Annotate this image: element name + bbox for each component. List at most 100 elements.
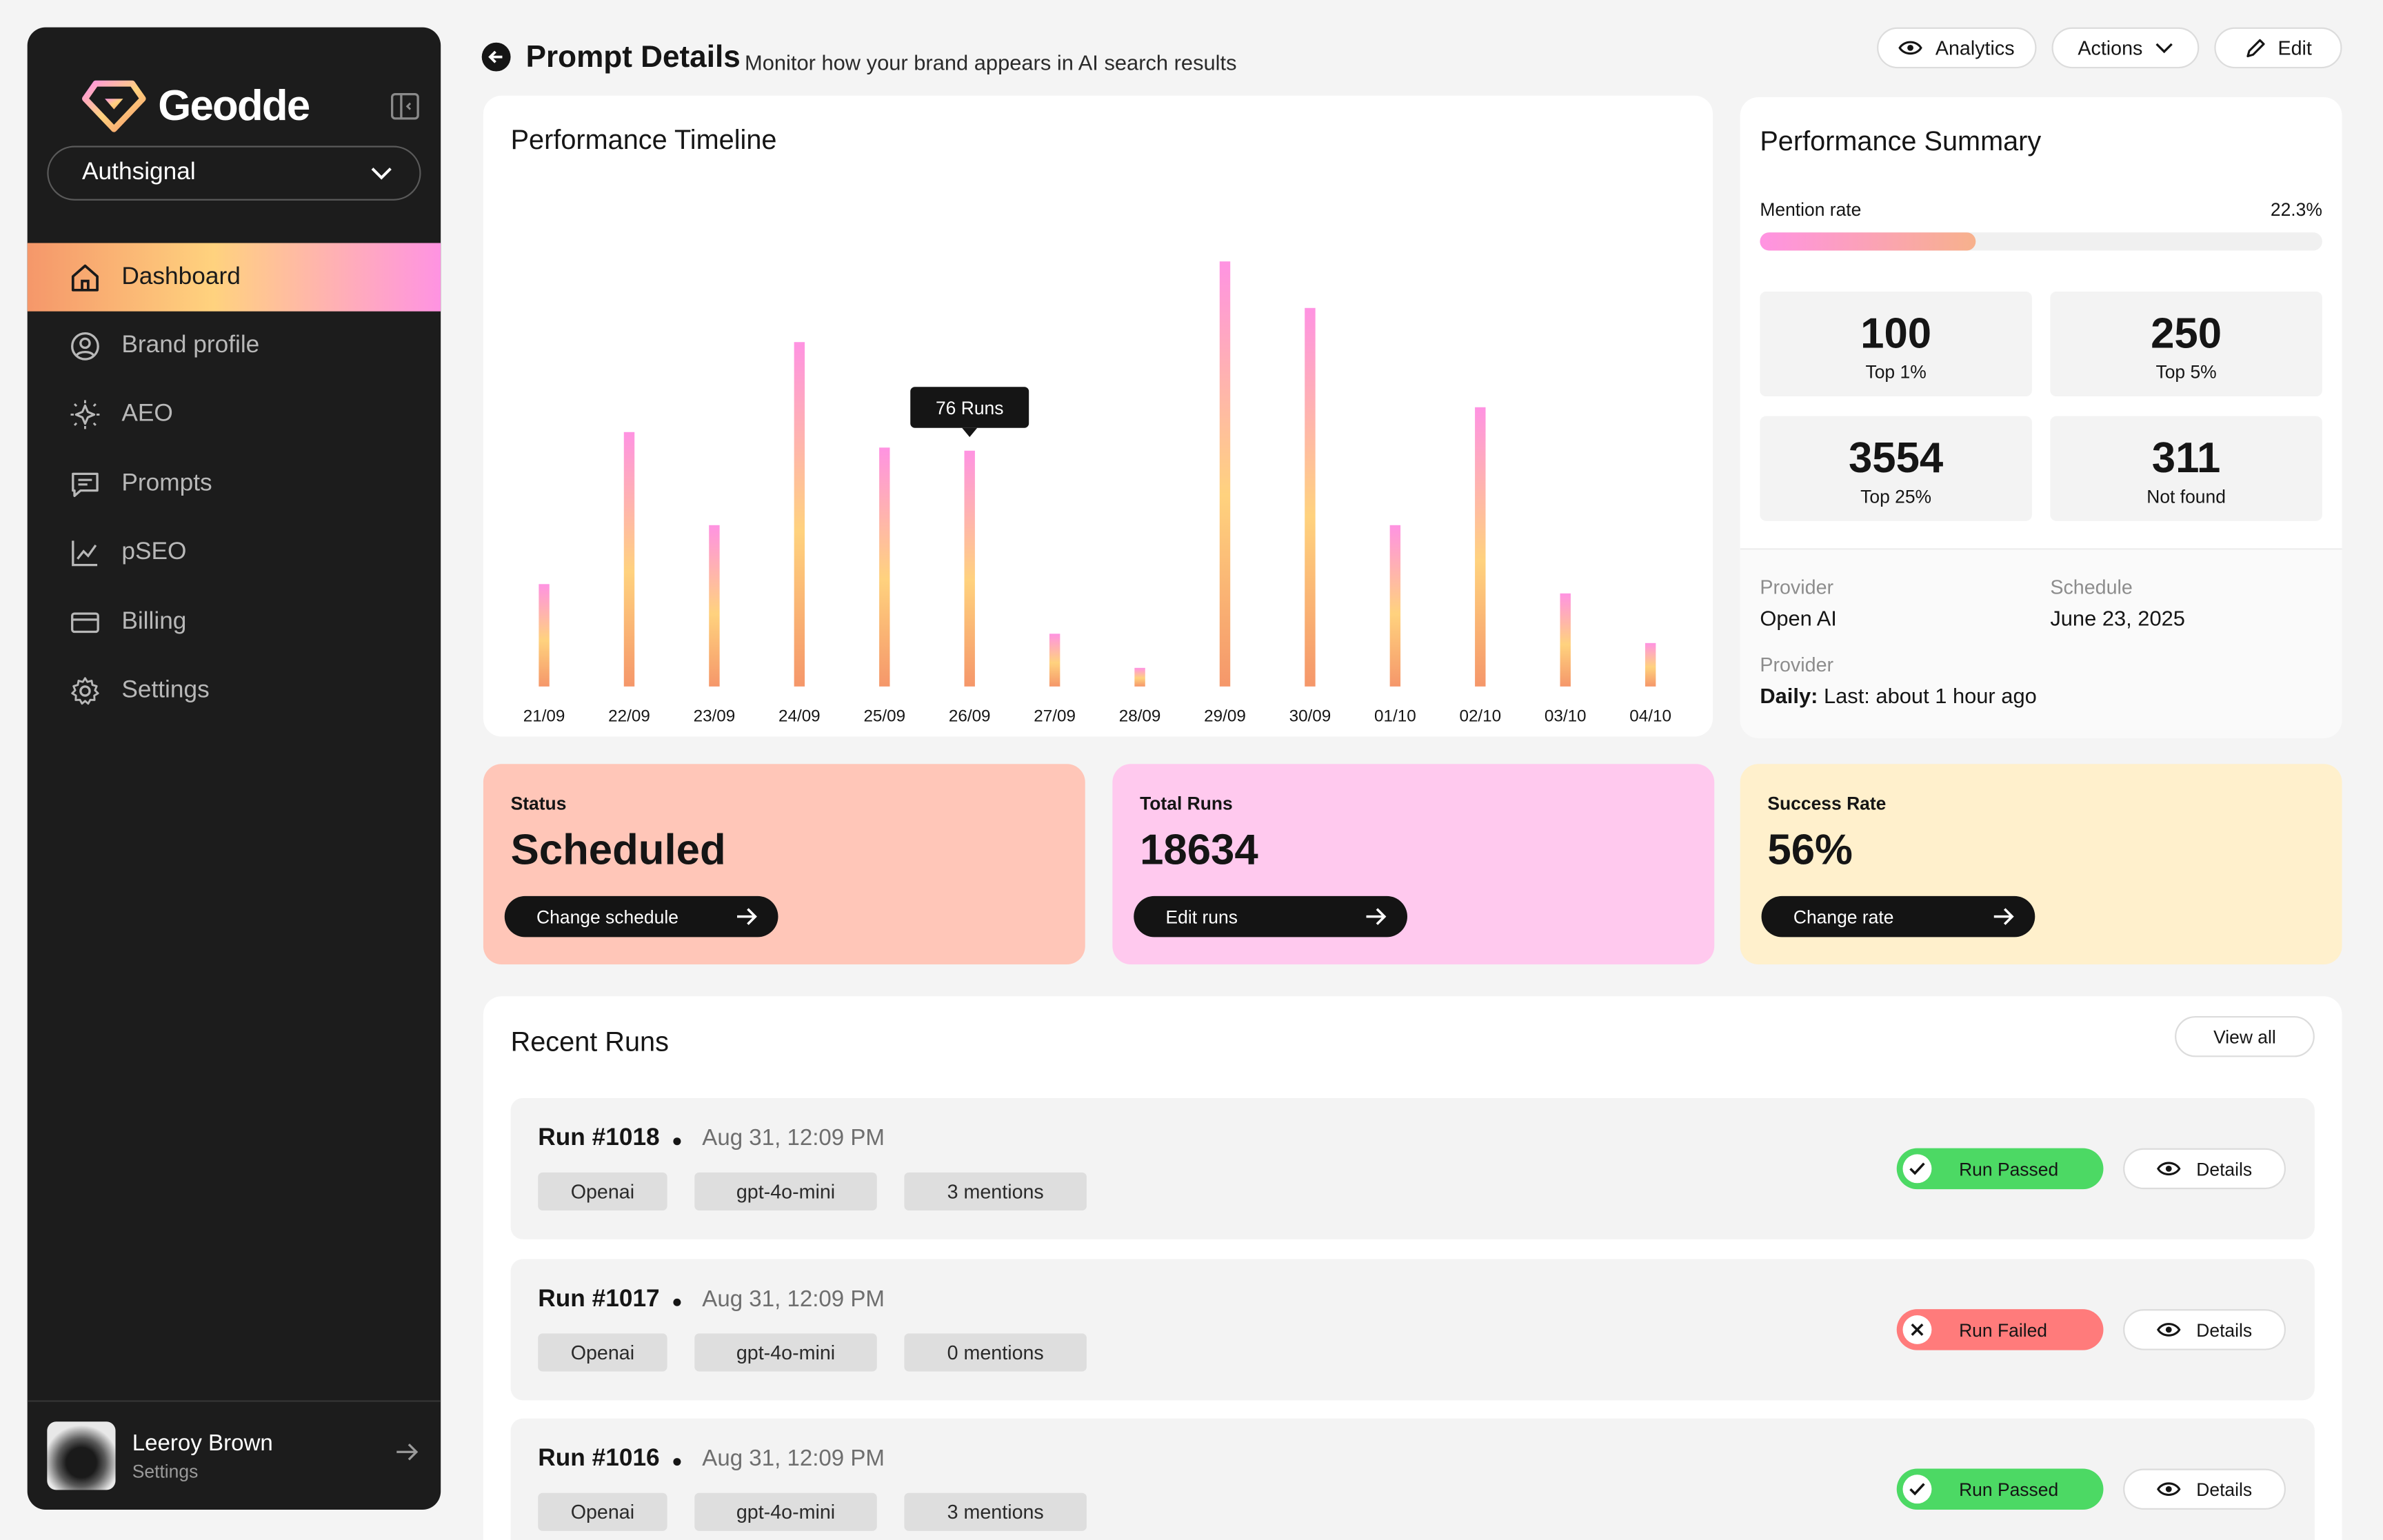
analytics-button[interactable]: Analytics bbox=[1877, 27, 2037, 69]
chart-bar-30-09[interactable] bbox=[1305, 307, 1316, 687]
mention-rate-bar bbox=[1760, 232, 2322, 251]
recent-runs-card: Recent Runs View all Run #1018 Aug 31, 1… bbox=[483, 996, 2342, 1540]
x-tick-label: 23/09 bbox=[694, 707, 736, 726]
sidebar-collapse-icon[interactable] bbox=[390, 92, 419, 120]
x-tick-label: 22/09 bbox=[608, 707, 650, 726]
sidebar-item-brand-profile[interactable]: Brand profile bbox=[28, 312, 441, 381]
chart-line-icon bbox=[72, 540, 98, 567]
user-profile[interactable]: Leeroy Brown Settings bbox=[27, 1400, 441, 1510]
x-tick-label: 04/10 bbox=[1629, 707, 1671, 726]
brand-select-value: Authsignal bbox=[82, 159, 196, 185]
chart-bar-24-09[interactable] bbox=[794, 342, 805, 687]
eye-icon bbox=[1899, 41, 1923, 55]
x-tick-label: 03/10 bbox=[1545, 707, 1587, 726]
chart-bar-29-09[interactable] bbox=[1219, 261, 1231, 687]
actions-button[interactable]: Actions bbox=[2051, 27, 2200, 69]
provider2-label: Provider bbox=[1760, 653, 1834, 676]
provider-tag: Openai bbox=[538, 1492, 667, 1531]
stat-label: Top 1% bbox=[1865, 361, 1927, 383]
change-schedule-button[interactable]: Change schedule bbox=[504, 895, 778, 938]
sidebar-item-prompts[interactable]: Prompts bbox=[28, 450, 441, 519]
chevron-down-icon bbox=[371, 167, 392, 179]
chart-bar-25-09[interactable] bbox=[879, 447, 890, 687]
sidebar-item-label: Brand profile bbox=[121, 332, 260, 359]
details-button[interactable]: Details bbox=[2123, 1148, 2286, 1190]
details-label: Details bbox=[2196, 1478, 2253, 1500]
status-badge: Run Passed bbox=[1896, 1468, 2104, 1510]
back-button[interactable] bbox=[481, 42, 511, 72]
run-row: Run #1016 Aug 31, 12:09 PM Openai gpt-4o… bbox=[510, 1418, 2315, 1540]
sidebar-item-aeo[interactable]: AEO bbox=[28, 381, 441, 450]
sidebar-item-dashboard[interactable]: Dashboard bbox=[27, 243, 441, 312]
button-label: Change rate bbox=[1793, 906, 1894, 928]
stat-label: Top 5% bbox=[2155, 361, 2217, 383]
details-label: Details bbox=[2196, 1319, 2253, 1341]
chart-bar-02-10[interactable] bbox=[1475, 407, 1486, 687]
chart-bar-23-09[interactable] bbox=[709, 525, 720, 687]
chart-bar-22-09[interactable] bbox=[623, 432, 635, 687]
mentions-tag: 3 mentions bbox=[904, 1172, 1087, 1210]
provider-value: Open AI bbox=[1760, 606, 1837, 631]
run-row: Run #1017 Aug 31, 12:09 PM Openai gpt-4o… bbox=[510, 1259, 2315, 1401]
kpi-total-runs: Total Runs 18634 Edit runs bbox=[1112, 764, 1715, 965]
mentions-tag: 0 mentions bbox=[904, 1333, 1087, 1372]
chart-bar-01-10[interactable] bbox=[1389, 525, 1401, 687]
run-date: Aug 31, 12:09 PM bbox=[702, 1125, 885, 1152]
x-tick-label: 02/10 bbox=[1459, 707, 1501, 726]
run-id: Run #1018 bbox=[538, 1125, 660, 1152]
stat-top-5: 250 Top 5% bbox=[2050, 292, 2322, 397]
details-button[interactable]: Details bbox=[2123, 1309, 2286, 1350]
kpi-value: 18634 bbox=[1140, 826, 1258, 873]
summary-details: Provider Open AI Schedule June 23, 2025 … bbox=[1740, 549, 2342, 738]
stat-number: 3554 bbox=[1848, 434, 1944, 482]
kpi-label: Total Runs bbox=[1140, 793, 1233, 814]
kpi-value: Scheduled bbox=[510, 826, 726, 873]
divider bbox=[1740, 548, 2342, 550]
eye-icon bbox=[2157, 1323, 2181, 1337]
model-tag: gpt-4o-mini bbox=[694, 1172, 877, 1210]
chart-bar-04-10[interactable] bbox=[1645, 642, 1656, 687]
chart-bar-26-09[interactable] bbox=[964, 450, 975, 687]
arrow-right-icon bbox=[1366, 908, 1387, 925]
brand-select[interactable]: Authsignal bbox=[47, 145, 421, 201]
chart-bar-03-10[interactable] bbox=[1560, 593, 1571, 687]
user-name: Leeroy Brown bbox=[132, 1430, 273, 1456]
x-tick-label: 24/09 bbox=[778, 707, 821, 726]
chart-bar-21-09[interactable] bbox=[539, 584, 550, 687]
frequency: Daily: bbox=[1760, 683, 1818, 708]
model-tag: gpt-4o-mini bbox=[694, 1492, 877, 1531]
kpi-success-rate: Success Rate 56% Change rate bbox=[1740, 764, 2342, 965]
sidebar-item-settings[interactable]: Settings bbox=[28, 657, 441, 726]
edit-runs-button[interactable]: Edit runs bbox=[1134, 895, 1407, 938]
run-id: Run #1017 bbox=[538, 1286, 660, 1313]
performance-chart: 21/09 22/09 23/09 24/09 25/09 26/09 76 Runs 27/… bbox=[523, 261, 1671, 726]
status-label: Run Failed bbox=[1959, 1319, 2047, 1341]
stat-top-1: 100 Top 1% bbox=[1760, 292, 2032, 397]
sidebar-item-billing[interactable]: Billing bbox=[28, 588, 441, 657]
details-button[interactable]: Details bbox=[2123, 1468, 2286, 1510]
kpi-value: 56% bbox=[1767, 826, 1853, 873]
x-tick-label: 30/09 bbox=[1289, 707, 1331, 726]
kpi-label: Success Rate bbox=[1767, 793, 1887, 814]
recent-runs-title: Recent Runs bbox=[510, 1026, 669, 1057]
kpi-label: Status bbox=[510, 793, 567, 814]
sidebar-nav: Dashboard Brand profile AEO Prompts pSEO… bbox=[27, 243, 441, 726]
home-icon bbox=[71, 263, 99, 291]
run-date: Aug 31, 12:09 PM bbox=[702, 1286, 885, 1313]
sidebar: Geodde Authsignal Dashboard Brand profil… bbox=[27, 27, 441, 1510]
chart-bar-27-09[interactable] bbox=[1049, 634, 1060, 687]
user-circle-icon bbox=[71, 332, 99, 361]
sidebar-item-pseo[interactable]: pSEO bbox=[28, 519, 441, 588]
stat-not-found: 311 Not found bbox=[2050, 416, 2322, 521]
chart-bar-28-09[interactable] bbox=[1134, 667, 1145, 687]
status-label: Run Passed bbox=[1959, 1157, 2059, 1179]
logo[interactable]: Geodde bbox=[82, 79, 310, 134]
edit-button[interactable]: Edit bbox=[2214, 27, 2342, 69]
change-rate-button[interactable]: Change rate bbox=[1761, 895, 2035, 938]
run-date: Aug 31, 12:09 PM bbox=[702, 1446, 885, 1472]
pencil-icon bbox=[2246, 38, 2265, 57]
check-icon bbox=[1902, 1475, 1932, 1504]
eye-icon bbox=[2157, 1162, 2181, 1176]
arrow-right-icon[interactable] bbox=[395, 1441, 419, 1463]
view-all-button[interactable]: View all bbox=[2175, 1015, 2315, 1057]
